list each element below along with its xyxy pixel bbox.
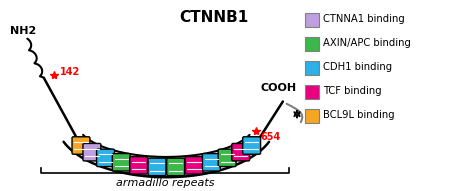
FancyBboxPatch shape [232,143,250,161]
Text: AXIN/APC binding: AXIN/APC binding [323,38,411,48]
Text: NH2: NH2 [10,26,36,36]
FancyBboxPatch shape [97,149,114,167]
FancyBboxPatch shape [185,157,203,174]
FancyBboxPatch shape [305,85,319,99]
Text: BCL9L binding: BCL9L binding [323,110,395,120]
FancyBboxPatch shape [83,143,101,161]
Text: 654: 654 [260,132,281,142]
FancyBboxPatch shape [305,37,319,51]
Text: CDH1 binding: CDH1 binding [323,62,392,72]
FancyBboxPatch shape [243,137,261,154]
FancyBboxPatch shape [305,13,319,27]
Text: COOH: COOH [260,83,296,93]
FancyBboxPatch shape [72,137,90,154]
FancyBboxPatch shape [202,154,220,171]
FancyBboxPatch shape [218,149,236,167]
Text: CTNNA1 binding: CTNNA1 binding [323,14,405,24]
Text: armadillo repeats: armadillo repeats [116,178,214,188]
Text: 142: 142 [60,67,80,77]
FancyBboxPatch shape [305,61,319,75]
FancyBboxPatch shape [130,157,147,174]
FancyBboxPatch shape [112,154,130,171]
FancyBboxPatch shape [305,109,319,123]
Text: TCF binding: TCF binding [323,86,382,96]
Text: CTNNB1: CTNNB1 [179,10,248,25]
FancyBboxPatch shape [148,158,166,176]
FancyBboxPatch shape [167,158,184,176]
